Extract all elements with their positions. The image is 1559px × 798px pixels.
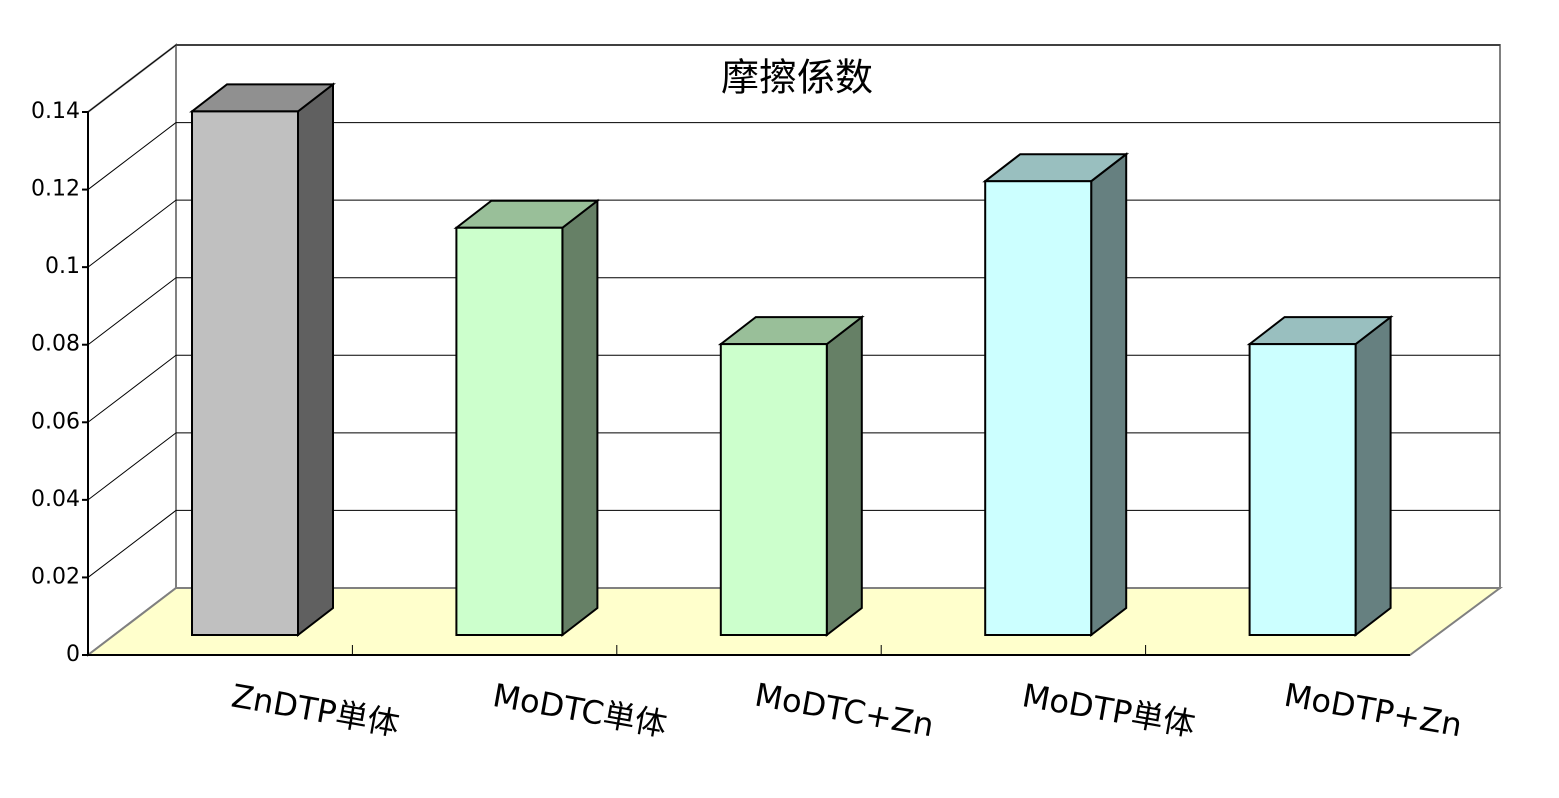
y-tick-label: 0.02 — [31, 564, 80, 589]
x-tick-label: ZnDTP単体 — [229, 677, 403, 744]
side-wall — [87, 42, 177, 658]
y-tick-label: 0.14 — [31, 99, 80, 124]
bar-side — [1354, 315, 1392, 638]
bar — [982, 152, 1130, 638]
bar-front — [455, 226, 564, 636]
bar — [453, 198, 601, 638]
bar-front — [191, 110, 299, 636]
bar-front — [984, 180, 1093, 636]
grid-line — [87, 277, 177, 346]
bars — [189, 82, 1394, 638]
bar — [717, 315, 865, 638]
x-tick-label: MoDTC単体 — [490, 676, 670, 744]
y-tick-label: 0.12 — [31, 177, 80, 202]
bar-side — [1090, 152, 1128, 638]
bar-side — [825, 315, 863, 638]
chart-title: 摩擦係数 — [721, 56, 873, 100]
grid-line — [87, 44, 177, 113]
grid-line — [87, 122, 177, 190]
x-tick-label: MoDTP+Zn — [1281, 676, 1465, 745]
grid-line — [87, 510, 177, 578]
x-tick-label: MoDTC+Zn — [752, 676, 937, 745]
y-tick-label: 0.06 — [31, 409, 80, 434]
grid-line — [87, 199, 177, 268]
bar-front — [1248, 343, 1357, 636]
y-tick-label: 0.04 — [31, 487, 80, 512]
bar-front — [719, 343, 828, 636]
bar-side — [297, 82, 334, 638]
y-tick-label: 0.08 — [31, 332, 80, 357]
bar-side — [561, 198, 599, 638]
grid-line — [87, 354, 177, 423]
y-tick-label: 0.1 — [45, 254, 80, 279]
grid-line — [87, 432, 177, 501]
y-tick-label: 0 — [66, 642, 80, 667]
bar — [189, 82, 336, 638]
x-tick-label: MoDTP単体 — [1019, 676, 1198, 744]
bar — [1246, 315, 1394, 638]
